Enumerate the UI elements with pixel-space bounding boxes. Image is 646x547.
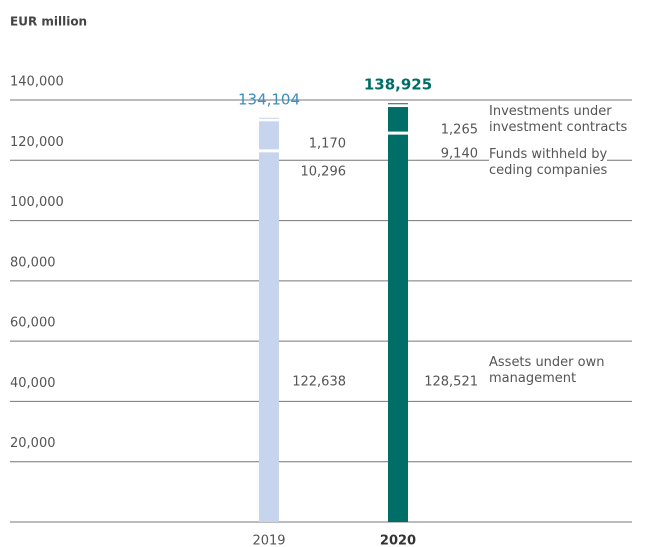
- y-tick-label: 60,000: [10, 316, 56, 331]
- y-tick-label: 80,000: [10, 255, 56, 270]
- axis-label: EUR million: [10, 15, 87, 29]
- series-label: Assets under own management: [489, 355, 639, 387]
- total-label: 134,104: [238, 90, 300, 108]
- series-name: Investments under investment contracts: [489, 104, 628, 135]
- y-tick-label: 40,000: [10, 376, 56, 391]
- series-name: Assets under own management: [489, 355, 605, 386]
- y-tick-label: 20,000: [10, 436, 56, 451]
- series-name: Funds withheld by ceding companies: [489, 147, 608, 178]
- bar-segment: [259, 152, 279, 522]
- series-label: Investments under investment contracts: [489, 104, 639, 136]
- bar-segment: [388, 103, 408, 105]
- value-label: 10,296: [301, 165, 347, 180]
- bar-segment: [388, 134, 408, 522]
- total-label: 138,925: [364, 76, 432, 94]
- value-label: 128,521: [424, 375, 478, 390]
- series-label: Funds withheld by ceding companies: [489, 147, 639, 179]
- value-label: 9,140: [441, 147, 478, 162]
- bar-segment: [259, 121, 279, 150]
- value-label: 1,170: [309, 137, 346, 152]
- bar-segment: [388, 107, 408, 132]
- value-label: 122,638: [292, 375, 346, 390]
- value-label: 1,265: [441, 123, 478, 138]
- bar-segment: [259, 117, 279, 119]
- x-tick-label: 2020: [380, 534, 416, 547]
- y-tick-label: 100,000: [10, 195, 64, 210]
- x-tick-label: 2019: [252, 534, 285, 547]
- y-tick-label: 120,000: [10, 135, 64, 150]
- y-tick-label: 140,000: [10, 75, 64, 90]
